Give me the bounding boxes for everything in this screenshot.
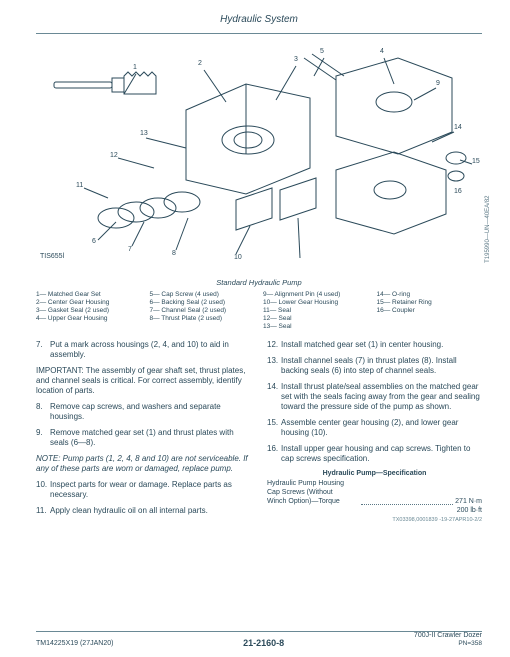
spec-leader bbox=[361, 496, 453, 505]
spec-block: Hydraulic Pump Housing Cap Screws (Witho… bbox=[267, 480, 482, 515]
step-text: Install channel seals (7) in thrust plat… bbox=[281, 356, 482, 376]
step-15: 15. Assemble center gear housing (2), an… bbox=[267, 418, 482, 438]
step-text: Install thrust plate/seal assemblies on … bbox=[281, 382, 482, 412]
callout-13: 13 bbox=[140, 130, 148, 139]
step-number: 9. bbox=[36, 428, 50, 448]
body-columns: 7. Put a mark across housings (2, 4, and… bbox=[36, 340, 482, 525]
important-note: IMPORTANT: The assembly of gear shaft se… bbox=[36, 366, 251, 396]
spec-title: Hydraulic Pump—Specification bbox=[267, 470, 482, 479]
callout-14: 14 bbox=[454, 124, 462, 133]
section-title: Hydraulic System bbox=[36, 14, 482, 31]
callout-15: 15 bbox=[472, 158, 480, 167]
step-text: Inspect parts for wear or damage. Replac… bbox=[50, 480, 251, 500]
step-number: 11. bbox=[36, 506, 50, 516]
page-footer: TM14225X19 (27JAN20) 21-2160-8 700J-II C… bbox=[36, 627, 482, 650]
step-number: 16. bbox=[267, 444, 281, 464]
step-number: 12. bbox=[267, 340, 281, 350]
spec-label-empty bbox=[267, 507, 375, 516]
step-9: 9. Remove matched gear set (1) and thrus… bbox=[36, 428, 251, 448]
legend-item: 6— Backing Seal (2 used) bbox=[150, 299, 256, 307]
service-note: NOTE: Pump parts (1, 2, 4, 8 and 10) are… bbox=[36, 454, 251, 474]
spec-row: Winch Option)—Torque 271 N·m bbox=[267, 498, 482, 507]
step-text: Remove cap screws, and washers and separ… bbox=[50, 402, 251, 422]
footer-page-code: 21-2160-8 bbox=[243, 638, 284, 649]
exploded-diagram: 1 2 3 5 4 9 14 15 16 11 12 13 6 7 8 10 T… bbox=[36, 40, 482, 276]
legend-item: 11— Seal bbox=[263, 307, 369, 315]
callout-9: 9 bbox=[436, 80, 440, 89]
step-number: 7. bbox=[36, 340, 50, 360]
step-10: 10. Inspect parts for wear or damage. Re… bbox=[36, 480, 251, 500]
step-11: 11. Apply clean hydraulic oil on all int… bbox=[36, 506, 251, 516]
legend-item: 16— Coupler bbox=[377, 307, 483, 315]
step-number: 14. bbox=[267, 382, 281, 412]
spec-value: 271 N·m bbox=[455, 498, 482, 507]
spec-item: Hydraulic Pump Housing bbox=[267, 480, 482, 489]
footer-left: TM14225X19 (27JAN20) bbox=[36, 640, 113, 649]
header-rule bbox=[36, 33, 482, 34]
step-text: Remove matched gear set (1) and thrust p… bbox=[50, 428, 251, 448]
callout-10: 10 bbox=[234, 254, 242, 263]
legend-item: 2— Center Gear Housing bbox=[36, 299, 142, 307]
legend-item: 14— O-ring bbox=[377, 291, 483, 299]
spec-value: 200 lb·ft bbox=[375, 507, 483, 516]
step-number: 13. bbox=[267, 356, 281, 376]
legend-item: 15— Retainer Ring bbox=[377, 299, 483, 307]
callout-3: 3 bbox=[294, 56, 298, 65]
spec-label: Winch Option)—Torque bbox=[267, 498, 359, 507]
legend-item: 5— Cap Screw (4 used) bbox=[150, 291, 256, 299]
step-14: 14. Install thrust plate/seal assemblies… bbox=[267, 382, 482, 412]
legend-item: 8— Thrust Plate (2 used) bbox=[150, 315, 256, 323]
callout-11: 11 bbox=[76, 182, 83, 191]
diagram-svg bbox=[36, 40, 482, 276]
callout-2: 2 bbox=[198, 60, 202, 69]
callout-5: 5 bbox=[320, 48, 324, 57]
step-text: Install matched gear set (1) in center h… bbox=[281, 340, 482, 350]
step-8: 8. Remove cap screws, and washers and se… bbox=[36, 402, 251, 422]
legend-item: 13— Seal bbox=[263, 323, 369, 331]
callout-8: 8 bbox=[172, 250, 176, 259]
right-column: 12. Install matched gear set (1) in cent… bbox=[267, 340, 482, 525]
diagram-ref-left: TIS655l bbox=[40, 253, 64, 262]
legend-item: 12— Seal bbox=[263, 315, 369, 323]
step-number: 10. bbox=[36, 480, 50, 500]
step-16: 16. Install upper gear housing and cap s… bbox=[267, 444, 482, 464]
callout-6: 6 bbox=[92, 238, 96, 247]
step-13: 13. Install channel seals (7) in thrust … bbox=[267, 356, 482, 376]
legend-item: 3— Gasket Seal (2 used) bbox=[36, 307, 142, 315]
diagram-caption: Standard Hydraulic Pump bbox=[36, 278, 482, 287]
footer-pn: PN=358 bbox=[458, 640, 482, 647]
step-text: Put a mark across housings (2, 4, and 10… bbox=[50, 340, 251, 360]
micro-reference: TX03398,0001839 -19-27APR10-2/2 bbox=[267, 517, 482, 524]
step-text: Install upper gear housing and cap screw… bbox=[281, 444, 482, 464]
step-text: Apply clean hydraulic oil on all interna… bbox=[50, 506, 251, 516]
step-number: 15. bbox=[267, 418, 281, 438]
footer-product: 700J-II Crawler Dozer bbox=[414, 632, 482, 639]
legend-item: 9— Alignment Pin (4 used) bbox=[263, 291, 369, 299]
left-column: 7. Put a mark across housings (2, 4, and… bbox=[36, 340, 251, 525]
callout-4: 4 bbox=[380, 48, 384, 57]
parts-legend: 1— Matched Gear Set 2— Center Gear Housi… bbox=[36, 291, 482, 332]
callout-16: 16 bbox=[454, 188, 462, 197]
step-number: 8. bbox=[36, 402, 50, 422]
step-7: 7. Put a mark across housings (2, 4, and… bbox=[36, 340, 251, 360]
legend-item: 1— Matched Gear Set bbox=[36, 291, 142, 299]
page: Hydraulic System bbox=[0, 0, 510, 657]
spec-row: 200 lb·ft bbox=[267, 507, 482, 516]
callout-12: 12 bbox=[110, 152, 118, 161]
step-12: 12. Install matched gear set (1) in cent… bbox=[267, 340, 482, 350]
legend-item: 7— Channel Seal (2 used) bbox=[150, 307, 256, 315]
callout-7: 7 bbox=[128, 246, 132, 255]
legend-item: 10— Lower Gear Housing bbox=[263, 299, 369, 307]
callout-1: 1 bbox=[133, 64, 137, 73]
legend-item: 4— Upper Gear Housing bbox=[36, 315, 142, 323]
diagram-ref-right: T195990—UN—40EA/82 bbox=[485, 196, 493, 263]
step-text: Assemble center gear housing (2), and lo… bbox=[281, 418, 482, 438]
